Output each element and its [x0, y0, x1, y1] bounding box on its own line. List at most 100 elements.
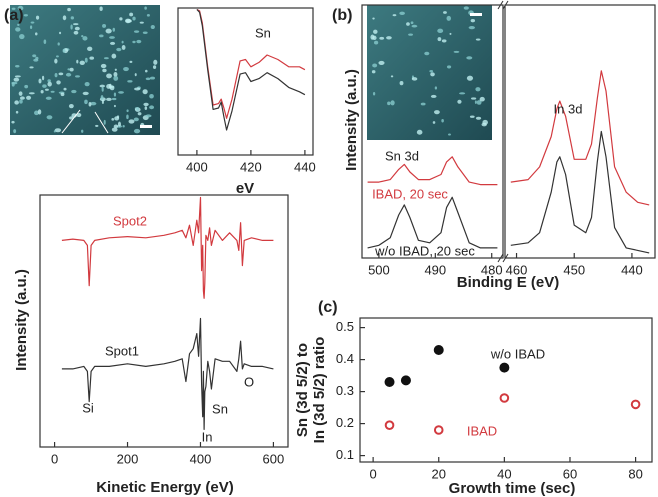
spectrum-line — [510, 70, 650, 206]
sem-grain — [54, 58, 58, 64]
sem-grain — [40, 89, 44, 94]
panel: (a) — [4, 7, 24, 24]
decoration — [10, 5, 492, 140]
sem-grain — [424, 51, 430, 56]
sem-grain — [474, 100, 477, 105]
data-point — [499, 362, 510, 373]
sem-grain — [134, 87, 141, 91]
sem-grain — [65, 72, 72, 77]
x-tick-label: 40 — [497, 466, 511, 481]
sem-grain — [84, 57, 88, 63]
sem-grain — [43, 39, 47, 44]
sem-grain — [24, 84, 29, 89]
xlabel: eV — [236, 180, 254, 197]
sem-grain — [430, 72, 435, 77]
sem-grain — [443, 11, 447, 14]
x-tick-label: 480 — [481, 262, 503, 277]
xlabel: Kinetic Energy (eV) — [96, 479, 234, 496]
x-tick-label: 600 — [263, 451, 285, 466]
sem-grain — [88, 101, 92, 107]
x-tick-label: 490 — [424, 262, 446, 277]
sem-grain — [126, 109, 129, 113]
sem-grain — [149, 105, 155, 110]
sem-grain — [84, 82, 90, 87]
plot-frame — [39, 194, 289, 448]
ylabel: Sn (3d 5/2) to — [294, 343, 311, 437]
x-tick-label: 0 — [51, 451, 58, 466]
x-tick-label: 460 — [506, 262, 528, 277]
sem-grain — [136, 106, 140, 111]
series-name: Spot2 — [113, 213, 147, 228]
sem-grain — [63, 87, 67, 91]
sem-grain — [15, 27, 21, 32]
sem-grain — [113, 104, 116, 108]
sem-grain — [128, 119, 135, 124]
sem-grain — [15, 110, 19, 114]
sem-grain — [13, 77, 20, 82]
panel: (c) — [318, 299, 338, 316]
sem-grain — [17, 5, 24, 11]
sem-grain — [121, 45, 126, 50]
sem-grain — [463, 6, 469, 10]
sem-grain — [19, 99, 23, 104]
sem-grain — [475, 116, 482, 120]
sem-grain — [146, 14, 150, 17]
series-name: w/o IBAD — [490, 346, 545, 361]
x-tick-label: 420 — [240, 159, 262, 174]
sem-grain — [71, 113, 77, 118]
sem-grain — [72, 23, 79, 26]
sem-grain — [145, 69, 148, 73]
sem-grain — [420, 102, 426, 106]
sem-grain — [390, 100, 395, 106]
sem-grain — [411, 77, 418, 81]
sem-grain — [113, 75, 119, 81]
sem-grain — [411, 24, 418, 28]
sem-grain — [73, 30, 79, 35]
sem-grain — [127, 80, 133, 83]
sem-grain — [111, 97, 117, 101]
sem-grain — [99, 6, 103, 11]
sem-grain — [475, 38, 481, 41]
sem-grain — [150, 76, 155, 80]
sem-grain — [129, 60, 133, 64]
scale-bar — [140, 125, 152, 128]
sem-grain — [111, 53, 117, 59]
spectrum-line — [61, 317, 274, 430]
sem-grain — [437, 28, 444, 34]
annotations: Sn — [212, 401, 228, 416]
sem-grain — [390, 75, 394, 78]
sem-grain — [84, 99, 88, 105]
arrow — [94, 111, 109, 134]
sem-grain — [453, 50, 460, 53]
x-tick-label: 400 — [190, 451, 212, 466]
sem-grain — [109, 36, 115, 39]
images: Spot 2 — [99, 134, 131, 146]
sem-grain — [79, 60, 85, 65]
images: Spot 1 — [54, 134, 86, 146]
sem-grain — [100, 95, 104, 100]
sem-grain — [113, 72, 118, 77]
spectrum-line — [367, 156, 498, 186]
sem-grain — [116, 47, 122, 52]
series-name: IBAD, 20 sec — [372, 186, 448, 201]
sem-grain — [145, 114, 152, 118]
sem-grain — [105, 28, 112, 34]
sem-grain — [74, 26, 80, 31]
sem-grain — [137, 112, 142, 116]
sem-grain — [42, 84, 47, 88]
data-point — [400, 375, 411, 386]
plot-frame — [504, 4, 656, 259]
xlabel: Binding E (eV) — [457, 274, 560, 291]
panel: (b) — [332, 7, 352, 24]
sem-grain — [119, 17, 123, 21]
y-tick-label: 0.4 — [336, 351, 354, 366]
y-tick-label: 0.2 — [336, 415, 354, 430]
sem-grain — [113, 124, 119, 129]
plot-frame — [177, 7, 314, 156]
sem-grain — [432, 121, 436, 124]
sem-grain — [11, 120, 15, 124]
sem-grain — [133, 117, 139, 122]
sem-grain — [58, 72, 64, 76]
sem-grain — [100, 63, 107, 69]
